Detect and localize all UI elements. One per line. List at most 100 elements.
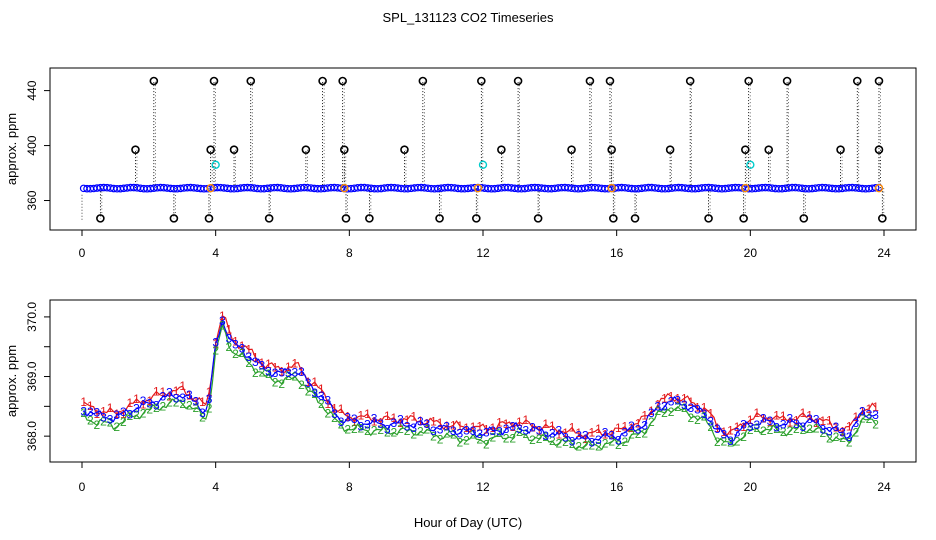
series-1-marker: 1: [727, 423, 734, 437]
series-2-marker: 2: [338, 418, 345, 432]
series-3-marker: 3: [767, 414, 774, 428]
series-2-marker: 2: [635, 427, 642, 441]
series-2-marker: 2: [199, 411, 206, 425]
spike-point-low: [799, 214, 809, 223]
series-2-marker: 2: [160, 399, 167, 413]
series-3-marker: 3: [153, 399, 160, 413]
series-2-marker: 2: [166, 396, 173, 410]
bottom-y-axis-label: approx. ppm: [4, 345, 19, 417]
series-1-marker: 1: [120, 407, 127, 421]
series-1-marker: 1: [668, 389, 675, 403]
series-3-marker: 3: [602, 426, 609, 440]
series-3-marker: 3: [133, 402, 140, 416]
cyan-point: [746, 160, 755, 170]
bottom-x-tick-label: 12: [476, 480, 490, 494]
series-3-marker: 3: [833, 420, 840, 434]
series-2-marker: 2: [120, 415, 127, 429]
series-2-marker: 2: [509, 431, 516, 445]
series-1-marker: 1: [866, 402, 873, 416]
spike-point-low: [435, 214, 444, 223]
series-2-marker: 2: [371, 424, 378, 438]
series-1-marker: 1: [602, 428, 609, 442]
series-2-marker: 2: [866, 412, 873, 426]
series-2-marker: 2: [278, 377, 285, 391]
series-3-marker: 3: [325, 394, 332, 408]
orange-point: [741, 183, 750, 193]
series-3-marker: 3: [608, 429, 615, 443]
series-3-marker: 3: [193, 395, 200, 409]
series-2-marker: 2: [648, 415, 655, 429]
spike-point-high: [246, 76, 256, 86]
x-axis-label: Hour of Day (UTC): [414, 515, 522, 530]
series-2-marker: 2: [641, 427, 648, 441]
series-1-marker: 1: [219, 309, 226, 323]
series-1-marker: 1: [424, 416, 431, 430]
series-2-marker: 2: [575, 439, 582, 453]
series-2-marker: 2: [582, 438, 589, 452]
series-3-marker: 3: [285, 366, 292, 380]
series-3-marker: 3: [364, 418, 371, 432]
series-2-marker: 2: [259, 365, 266, 379]
series-3-marker: 3: [753, 418, 760, 432]
series-2-marker: 2: [819, 426, 826, 440]
series-3-marker: 3: [556, 424, 563, 438]
series-3-marker: 3: [245, 350, 252, 364]
series-2-marker: 2: [272, 376, 279, 390]
series-2-marker: 2: [839, 431, 846, 445]
series-1-marker: 1: [523, 413, 530, 427]
series-2-marker: 2: [655, 404, 662, 418]
series-3-marker: 3: [542, 429, 549, 443]
chart-title: SPL_131123 CO2 Timeseries: [382, 10, 554, 25]
baseline-point: [871, 184, 880, 192]
series-1-marker: 1: [364, 407, 371, 421]
series-2-marker: 2: [219, 318, 226, 332]
series-3-marker: 3: [628, 419, 635, 433]
series-2-marker: 2: [311, 387, 318, 401]
series-2-marker: 2: [186, 399, 193, 413]
series-1-marker: 1: [391, 411, 398, 425]
series-3-marker: 3: [219, 314, 226, 328]
spike-point-high: [685, 76, 695, 86]
series-1-marker: 1: [556, 428, 563, 442]
series-line-2: [83, 323, 877, 451]
series-3-marker: 3: [694, 402, 701, 416]
series-3-marker: 3: [206, 392, 213, 406]
series-2-marker: 2: [786, 424, 793, 438]
series-2-marker: 2: [113, 420, 120, 434]
series-2-marker: 2: [318, 397, 325, 411]
series-1-marker: 1: [622, 420, 629, 434]
series-1-marker: 1: [575, 426, 582, 440]
bottom-x-tick-label: 4: [212, 480, 219, 494]
series-1-marker: 1: [443, 419, 450, 433]
series-3-marker: 3: [305, 376, 312, 390]
series-3-marker: 3: [127, 408, 134, 422]
series-1-marker: 1: [721, 425, 728, 439]
series-1-marker: 1: [133, 392, 140, 406]
series-3-marker: 3: [417, 415, 424, 429]
top-x-tick-label: 0: [79, 246, 86, 260]
series-2-marker: 2: [589, 438, 596, 452]
series-3-marker: 3: [846, 430, 853, 444]
series-3-marker: 3: [734, 425, 741, 439]
series-1-marker: 1: [529, 421, 536, 435]
top-x-tick-label: 24: [877, 246, 891, 260]
series-3-marker: 3: [483, 426, 490, 440]
series-3-marker: 3: [331, 407, 338, 421]
series-3-marker: 3: [186, 388, 193, 402]
bottom-y-tick-label: 369.0: [25, 361, 39, 391]
series-1-marker: 1: [272, 360, 279, 374]
series-1-marker: 1: [331, 402, 338, 416]
series-3-marker: 3: [272, 366, 279, 380]
series-2-marker: 2: [127, 409, 134, 423]
series-1-marker: 1: [239, 339, 246, 353]
series-3-marker: 3: [582, 428, 589, 442]
spike-point-low: [365, 214, 374, 223]
series-3-marker: 3: [635, 423, 642, 437]
series-2-marker: 2: [595, 440, 602, 454]
series-2-marker: 2: [602, 437, 609, 451]
series-1-marker: 1: [615, 421, 622, 435]
series-1-marker: 1: [113, 407, 120, 421]
series-1-marker: 1: [542, 417, 549, 431]
series-2-marker: 2: [437, 432, 444, 446]
series-3-marker: 3: [727, 434, 734, 448]
